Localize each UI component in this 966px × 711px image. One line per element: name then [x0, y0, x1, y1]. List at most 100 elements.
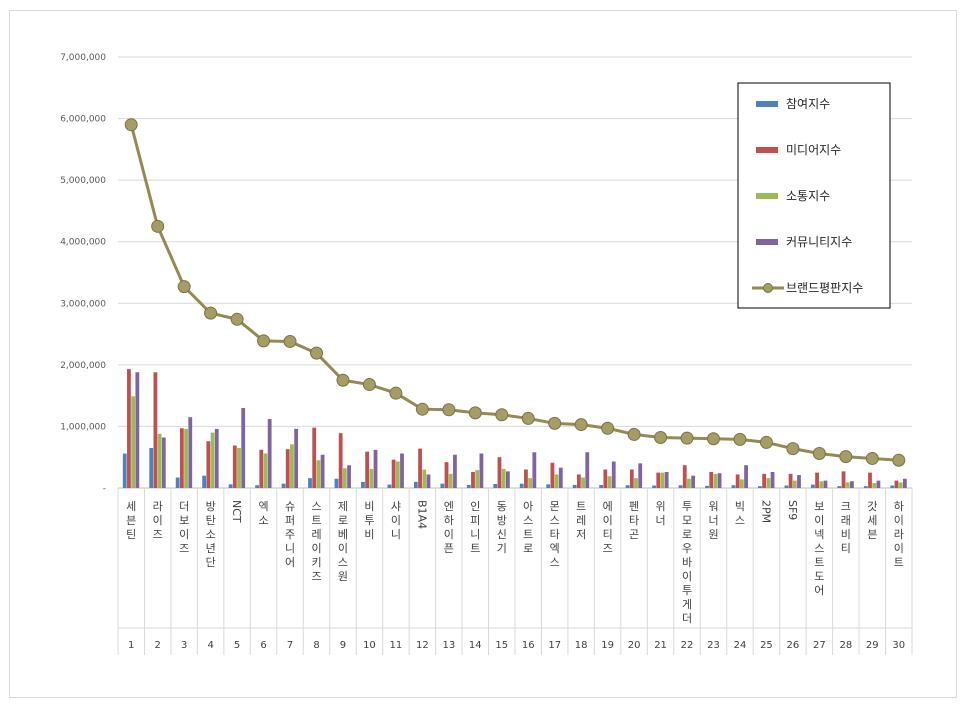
y-tick-label: 2,000,000 — [60, 361, 106, 371]
y-tick-label: 7,000,000 — [60, 53, 106, 63]
brand-line-point — [336, 373, 350, 387]
x-rank-label: 28 — [839, 640, 852, 651]
brand-line-point — [389, 386, 403, 400]
brand-line-point — [177, 280, 191, 294]
bar-1 — [890, 485, 895, 488]
x-rank-label: 11 — [390, 640, 403, 651]
bar-3 — [290, 444, 294, 488]
x-rank-label: 8 — [313, 640, 319, 651]
bar-1 — [361, 481, 365, 488]
bar-3 — [157, 433, 162, 488]
bars — [122, 369, 907, 488]
bar-1 — [202, 475, 207, 488]
bar-1 — [122, 453, 127, 488]
brand-line-point — [733, 432, 747, 446]
bar-1 — [493, 483, 498, 488]
brand-line-point — [865, 451, 879, 465]
y-tick-label: 4,000,000 — [60, 238, 106, 248]
bar-1 — [149, 447, 154, 488]
x-rank-label: 15 — [495, 640, 508, 651]
bar-4 — [558, 467, 563, 488]
x-category-label: B1A4 — [415, 500, 428, 529]
bar-4 — [320, 454, 325, 488]
bar-1 — [228, 484, 233, 488]
bar-4 — [188, 417, 193, 488]
bar-4 — [797, 475, 801, 488]
bar-3 — [819, 481, 824, 488]
brand-line-point — [521, 411, 535, 425]
bar-4 — [347, 465, 351, 488]
x-rank-label: 6 — [260, 640, 266, 651]
bar-1 — [308, 478, 312, 488]
x-rank-label: 27 — [813, 640, 826, 651]
x-rank-label: 17 — [548, 640, 561, 651]
brand-line-point — [707, 432, 720, 446]
bar-3 — [210, 432, 215, 488]
bar-3 — [766, 478, 771, 488]
brand-line-point — [257, 334, 271, 348]
x-rank-label: 24 — [734, 640, 747, 651]
bar-1 — [413, 481, 418, 488]
bar-2 — [497, 457, 502, 488]
bar-4 — [294, 428, 299, 488]
brand-line-point — [204, 306, 218, 320]
brand-line-point — [283, 334, 297, 348]
bar-1 — [440, 483, 445, 488]
x-rank-label: 9 — [340, 640, 346, 651]
y-tick-label: 3,000,000 — [60, 299, 106, 309]
x-rank-label: 20 — [628, 640, 641, 651]
bar-1 — [625, 485, 630, 488]
x-axis: 세 븐 틴 1 라 이 즈 2 더 보 이 즈 3 방 탄 소 년 단 4 NCT 5 엑 소 6 슈 퍼 주 니 어 7 스 트 레 이 키 즈 8 제… — [117, 488, 913, 655]
bar-1 — [758, 486, 762, 488]
bar-3 — [739, 479, 744, 488]
bar-4 — [400, 453, 404, 488]
bar-2 — [338, 433, 343, 488]
x-category-label: NCT — [230, 500, 243, 523]
bar-3 — [528, 478, 533, 488]
bar-2 — [682, 465, 687, 488]
bar-2 — [788, 473, 793, 488]
legend-label: 미디어지수 — [786, 143, 841, 157]
bar-3 — [554, 474, 559, 488]
bar-2 — [841, 471, 846, 488]
brand-line-point — [415, 402, 429, 416]
bar-2 — [153, 372, 158, 488]
bar-4 — [744, 465, 748, 488]
bar-3 — [395, 461, 400, 488]
x-rank-label: 29 — [866, 640, 879, 651]
bar-3 — [501, 468, 506, 488]
bar-3 — [369, 468, 374, 488]
y-tick-label: 5,000,000 — [60, 176, 106, 186]
bar-4 — [850, 481, 854, 488]
x-rank-label: 25 — [760, 640, 773, 651]
bar-4 — [532, 452, 537, 488]
bar-3 — [263, 453, 268, 488]
bar-4 — [135, 372, 140, 488]
bar-3 — [898, 482, 903, 488]
bar-3 — [581, 477, 585, 488]
brand-line-point — [468, 406, 482, 420]
brand-line-point — [574, 418, 588, 432]
x-rank-label: 1 — [128, 640, 134, 651]
bar-1 — [705, 485, 709, 488]
bar-1 — [175, 477, 180, 488]
brand-line-point — [892, 453, 906, 467]
bar-4 — [241, 407, 246, 488]
bar-2 — [127, 369, 131, 488]
legend-swatch — [756, 193, 778, 199]
bar-4 — [717, 473, 722, 488]
bar-2 — [365, 451, 370, 488]
bar-1 — [810, 484, 815, 488]
bar-2 — [391, 459, 396, 488]
bar-1 — [466, 484, 471, 488]
brand-line-point — [495, 408, 509, 422]
